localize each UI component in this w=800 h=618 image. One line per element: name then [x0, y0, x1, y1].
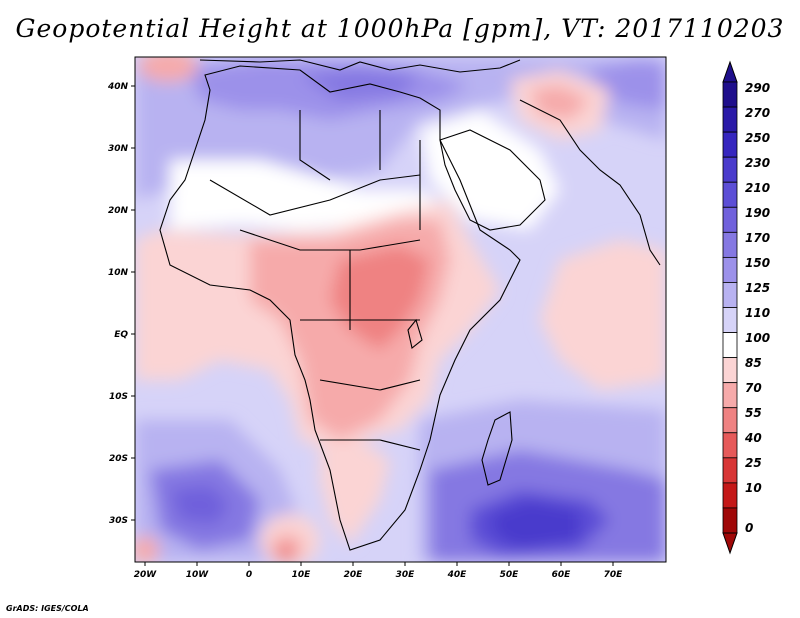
- colorbar-top-arrow: [722, 60, 738, 83]
- colorbar-label: 170: [745, 231, 770, 245]
- lon-tick-label: 40E: [447, 570, 468, 580]
- colorbar-swatch: [722, 256, 738, 283]
- colorbar-label: 250: [745, 131, 770, 145]
- colorbar-label: 270: [745, 106, 770, 120]
- colorbar-swatch: [722, 156, 738, 183]
- lat-tick-label: EQ: [114, 330, 128, 340]
- colorbar-swatch: [722, 507, 738, 534]
- colorbar-bottom-arrow: [722, 532, 738, 555]
- colorbar-label: 110: [745, 306, 770, 320]
- lon-tick-label: 10W: [186, 570, 210, 580]
- lon-tick-label: 20E: [344, 570, 364, 580]
- colorbar-label: 210: [745, 181, 770, 195]
- colorbar-label: 290: [745, 81, 770, 95]
- colorbar-swatch: [722, 282, 738, 308]
- colorbar-swatch: [722, 382, 738, 409]
- lon-tick-label: 70E: [604, 570, 624, 580]
- colorbar-label: 100: [745, 331, 770, 345]
- colorbar-swatch: [722, 407, 738, 434]
- lon-tick-label: 20W: [134, 570, 158, 580]
- colorbar-label: 85: [745, 356, 762, 370]
- colorbar-label: 70: [745, 381, 762, 395]
- colorbar-swatch: [722, 432, 738, 459]
- lat-tick-label: 20N: [108, 206, 129, 216]
- lon-tick-label: 10E: [292, 570, 312, 580]
- colorbar-swatch: [722, 206, 738, 233]
- coastlines: [159, 59, 661, 551]
- colorbar-swatch: [722, 307, 738, 333]
- colorbar-swatch: [722, 181, 738, 208]
- colorbar-label: 230: [745, 156, 770, 170]
- colorbar-swatch: [722, 332, 738, 359]
- colorbar-swatch: [722, 482, 738, 509]
- lon-tick-label: 0: [246, 570, 252, 580]
- colorbar-swatch: [722, 357, 738, 384]
- colorbar-label: 150: [745, 256, 770, 270]
- lat-axis: 40N 30N 20N 10N EQ 10S 20S 30S: [107, 82, 135, 526]
- lon-tick-label: 60E: [552, 570, 572, 580]
- lat-tick-label: 30S: [109, 516, 128, 526]
- lon-tick-label: 50E: [500, 570, 520, 580]
- colorbar-label: 125: [745, 281, 770, 295]
- colorbar-label: 55: [745, 406, 762, 420]
- lon-tick-label: 30E: [396, 570, 416, 580]
- map-title: Geopotential Height at 1000hPa [gpm], VT…: [15, 14, 785, 43]
- lat-tick-label: 30N: [108, 144, 129, 154]
- colorbar-label: 25: [745, 456, 762, 470]
- lat-tick-label: 20S: [109, 454, 128, 464]
- colorbar: 290 270 250 230 210 190 170 150 125 110 …: [722, 60, 770, 555]
- colorbar-swatch: [722, 131, 738, 158]
- colorbar-swatch: [722, 457, 738, 484]
- colorbar-swatch: [722, 81, 738, 108]
- plot-frame: [134, 56, 667, 563]
- lat-tick-label: 10N: [108, 268, 129, 278]
- colorbar-label: 0: [745, 521, 753, 535]
- grads-credit: GrADS: IGES/COLA: [6, 604, 89, 613]
- colorbar-swatch: [722, 231, 738, 258]
- colorbar-swatch: [722, 106, 738, 133]
- lat-tick-label: 10S: [109, 392, 128, 402]
- lat-tick-label: 40N: [107, 82, 129, 92]
- lon-axis: 20W 10W 0 10E 20E 30E 40E 50E 60E 70E: [134, 562, 623, 580]
- colorbar-label: 10: [745, 481, 762, 495]
- colorbar-label: 190: [745, 206, 770, 220]
- colorbar-label: 40: [744, 431, 762, 445]
- height-field: [135, 57, 666, 562]
